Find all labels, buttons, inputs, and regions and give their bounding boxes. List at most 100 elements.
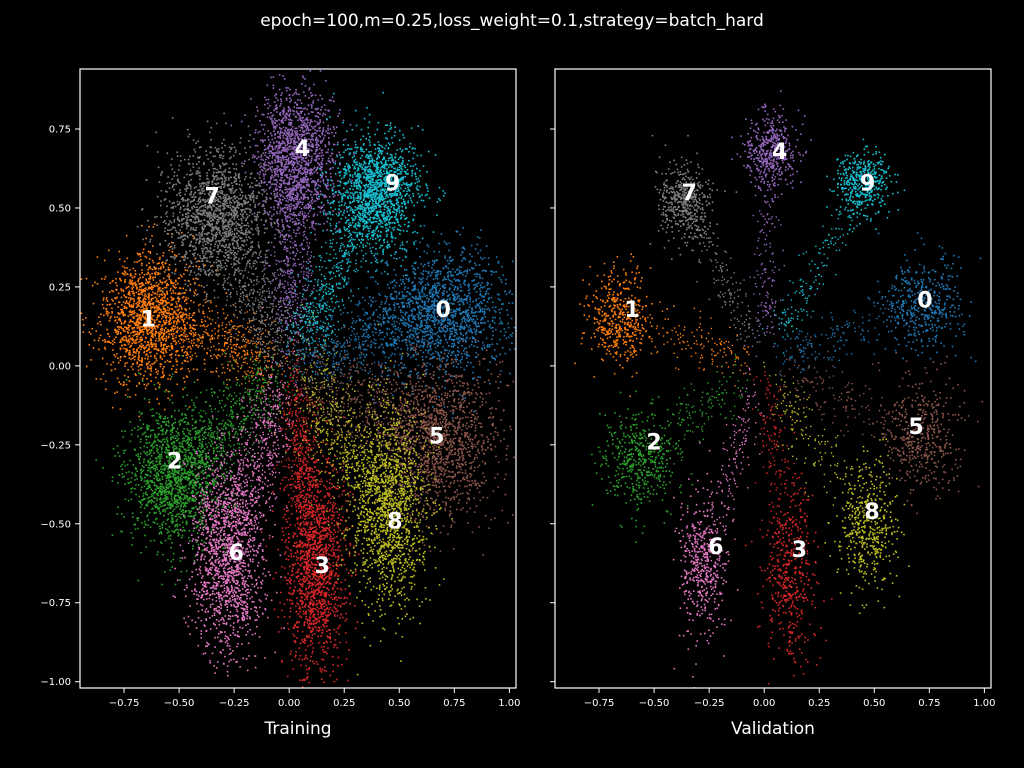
scatter-point [369, 335, 371, 338]
scatter-point [127, 297, 130, 299]
scatter-point [146, 515, 148, 518]
scatter-point [146, 454, 148, 456]
scatter-point [170, 437, 172, 439]
scatter-point [139, 293, 141, 295]
scatter-point [163, 312, 165, 314]
scatter-point [186, 269, 189, 272]
scatter-point [418, 293, 421, 296]
scatter-point [258, 372, 261, 375]
scatter-point [146, 341, 149, 343]
scatter-point [161, 299, 164, 302]
scatter-point [189, 469, 191, 471]
scatter-point [171, 353, 173, 355]
scatter-point [434, 271, 437, 274]
scatter-point [456, 296, 459, 298]
scatter-point [477, 304, 480, 306]
scatter-point [164, 299, 167, 302]
scatter-point [419, 241, 421, 244]
scatter-point [163, 321, 165, 324]
scatter-point [157, 283, 160, 286]
scatter-point [467, 361, 469, 363]
scatter-point [188, 307, 191, 310]
scatter-point [135, 321, 138, 324]
scatter-point [467, 284, 469, 287]
scatter-point [464, 309, 467, 312]
scatter-point [159, 487, 162, 490]
scatter-point [175, 313, 177, 315]
scatter-point [404, 319, 407, 321]
scatter-point [414, 288, 416, 290]
scatter-point [442, 284, 444, 286]
scatter-point [173, 498, 176, 500]
scatter-point [366, 312, 369, 314]
scatter-point [185, 298, 188, 301]
scatter-point [156, 450, 158, 452]
scatter-point [200, 495, 203, 497]
scatter-point [156, 300, 159, 303]
scatter-point [451, 352, 454, 354]
scatter-point [416, 313, 418, 315]
scatter-point [117, 306, 120, 308]
scatter-point [445, 243, 448, 245]
scatter-point [528, 359, 530, 361]
scatter-point [295, 380, 297, 382]
scatter-point [146, 378, 148, 380]
scatter-point [191, 499, 193, 502]
scatter-point [178, 421, 180, 423]
scatter-point [128, 285, 130, 288]
scatter-point [146, 503, 148, 505]
scatter-point [351, 317, 354, 320]
scatter-point [141, 305, 143, 307]
scatter-point [175, 500, 177, 502]
scatter-point [173, 282, 175, 284]
scatter-point [171, 489, 173, 492]
scatter-point [145, 295, 147, 297]
scatter-point [466, 270, 468, 273]
scatter-point [174, 515, 176, 518]
scatter-point [143, 432, 145, 435]
scatter-point [327, 384, 329, 387]
scatter-point [203, 330, 205, 333]
scatter-point [237, 339, 239, 341]
scatter-point [414, 309, 416, 311]
scatter-point [197, 461, 200, 464]
scatter-point [222, 349, 224, 351]
scatter-point [209, 341, 212, 343]
scatter-point [215, 322, 217, 324]
scatter-point [311, 359, 313, 361]
scatter-point [409, 349, 412, 351]
scatter-point [140, 551, 142, 554]
scatter-point [234, 511, 237, 514]
scatter-point [162, 301, 164, 304]
scatter-point [160, 376, 162, 379]
scatter-point [421, 295, 424, 298]
scatter-point [116, 316, 119, 318]
scatter-point [415, 297, 417, 299]
scatter-point [161, 336, 163, 338]
scatter-point [347, 353, 349, 355]
scatter-point [491, 343, 494, 346]
scatter-point [119, 356, 122, 359]
scatter-point [453, 278, 456, 280]
scatter-point [125, 337, 128, 339]
scatter-point [151, 443, 153, 446]
scatter-point [131, 284, 134, 287]
scatter-point [149, 301, 151, 304]
scatter-point [163, 281, 166, 284]
scatter-point [252, 375, 254, 377]
scatter-point [179, 338, 182, 340]
scatter-point [329, 372, 332, 374]
scatter-point [380, 272, 383, 275]
scatter-point [111, 307, 113, 310]
scatter-point [155, 304, 158, 307]
scatter-point [167, 503, 169, 506]
scatter-point [240, 345, 243, 348]
scatter-point [160, 363, 162, 365]
scatter-point [475, 299, 477, 302]
scatter-point [156, 457, 158, 460]
scatter-point [462, 338, 465, 340]
scatter-point [137, 296, 140, 299]
scatter-point [242, 338, 245, 341]
scatter-point [251, 353, 254, 355]
scatter-point [448, 345, 450, 347]
